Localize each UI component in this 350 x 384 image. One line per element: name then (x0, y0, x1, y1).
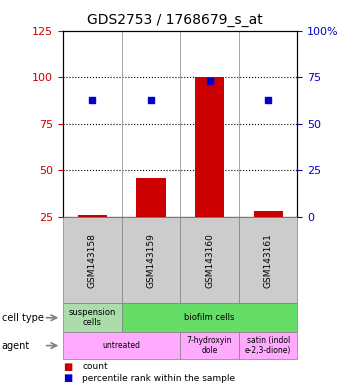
Text: count: count (82, 362, 108, 371)
Text: agent: agent (2, 341, 30, 351)
Bar (78, 215, 107, 217)
Bar (253, 211, 283, 217)
Text: ■: ■ (63, 362, 72, 372)
Text: biofilm cells: biofilm cells (184, 313, 235, 322)
Text: suspension
cells: suspension cells (69, 308, 116, 328)
Text: 7-hydroxyin
dole: 7-hydroxyin dole (187, 336, 232, 355)
Bar (195, 77, 224, 217)
Text: GDS2753 / 1768679_s_at: GDS2753 / 1768679_s_at (87, 13, 263, 27)
Text: GSM143159: GSM143159 (146, 233, 155, 288)
Text: GSM143160: GSM143160 (205, 233, 214, 288)
Bar (136, 178, 166, 217)
Text: ■: ■ (63, 373, 72, 383)
Text: untreated: untreated (103, 341, 141, 350)
Text: GSM143158: GSM143158 (88, 233, 97, 288)
Text: GSM143161: GSM143161 (264, 233, 273, 288)
Text: cell type: cell type (2, 313, 44, 323)
Text: satin (indol
e-2,3-dione): satin (indol e-2,3-dione) (245, 336, 291, 355)
Text: percentile rank within the sample: percentile rank within the sample (82, 374, 235, 383)
